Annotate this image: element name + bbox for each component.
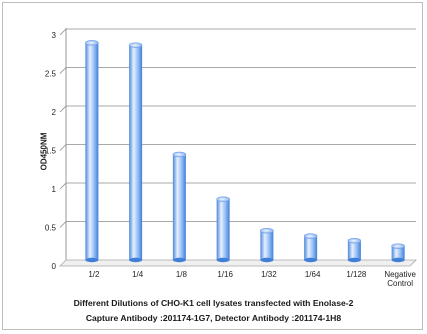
bar-cap	[391, 243, 405, 249]
bar-base	[129, 257, 143, 263]
y-tick-label: 0	[52, 262, 57, 271]
x-tick-label: 1/128	[346, 270, 367, 279]
bar	[391, 243, 405, 263]
bar-base	[347, 257, 361, 263]
x-tick-label: 1/2	[88, 270, 100, 279]
x-tick-label: Control	[387, 279, 413, 288]
bar-cap	[260, 228, 274, 234]
gridline-diagonal	[59, 182, 67, 190]
bar-base	[304, 257, 318, 263]
x-tick-label: 1/64	[305, 270, 321, 279]
gridline-diagonal	[59, 28, 67, 36]
chart-frame	[2, 2, 423, 330]
bar-base	[85, 257, 99, 263]
y-tick-label: 2.5	[45, 70, 57, 79]
bar	[85, 40, 99, 263]
bar-cap	[347, 238, 362, 244]
bar-cap	[128, 42, 143, 48]
bar-body	[347, 240, 361, 260]
bar-cap	[303, 233, 318, 239]
y-tick-label: 1.5	[45, 147, 57, 156]
bar	[216, 196, 230, 263]
y-axis-label: OD450NM	[39, 132, 49, 171]
y-tick-label: 0.5	[45, 224, 57, 233]
y-tick-label: 1	[52, 185, 57, 194]
bar	[347, 238, 362, 263]
gridline-diagonal	[59, 144, 67, 151]
chart-floor	[59, 259, 417, 267]
x-axis-title-line-1: Different Dilutions of CHO-K1 cell lysat…	[73, 298, 354, 308]
bar-base	[260, 257, 274, 263]
bar	[172, 151, 187, 263]
bar-body	[85, 42, 99, 260]
x-tick-label: Negative	[384, 270, 416, 279]
x-tick-label: 1/32	[261, 270, 277, 279]
y-tick-label: 2	[52, 108, 57, 117]
bar-body	[129, 45, 143, 260]
bar-body	[172, 154, 186, 260]
bar-body	[304, 236, 318, 260]
gridline-diagonal	[59, 105, 67, 113]
bar	[128, 42, 143, 263]
bar-base	[172, 257, 186, 263]
gridline-diagonal	[59, 67, 67, 74]
bar-cap	[85, 40, 99, 46]
bar-cap	[216, 196, 230, 202]
y-tick-label: 3	[52, 31, 57, 40]
x-axis-title-line-2: Capture Antibody :201174-1G7, Detector A…	[85, 313, 342, 323]
x-tick-label: 1/4	[132, 270, 144, 279]
bar-body	[216, 199, 230, 260]
bar-body	[260, 230, 274, 260]
bar-body	[391, 246, 405, 260]
bar	[260, 228, 274, 263]
bar-cap	[172, 151, 187, 158]
bar	[303, 233, 318, 263]
gridline-diagonal	[59, 221, 67, 228]
x-tick-label: 1/16	[217, 270, 233, 279]
bar-base	[216, 257, 230, 263]
bar-base	[391, 257, 405, 263]
x-tick-label: 1/8	[176, 270, 188, 279]
